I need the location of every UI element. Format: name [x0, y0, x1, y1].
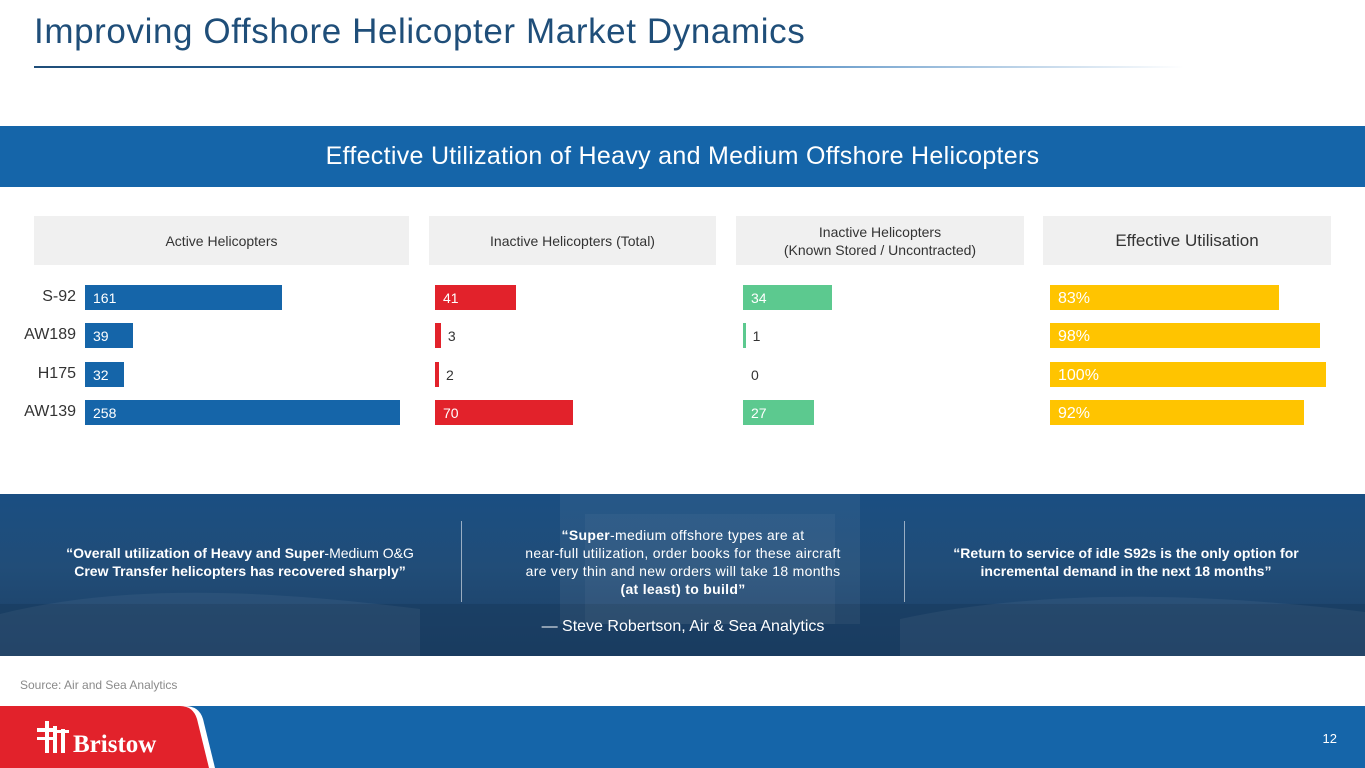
quote-center-line2: near-full utilization, order books for t… — [525, 545, 841, 561]
quote-left-bold-b: Crew Transfer helicopters has recovered … — [74, 563, 406, 579]
page-number: 12 — [1322, 731, 1337, 746]
panel-header-inactive-total: Inactive Helicopters (Total) — [429, 216, 716, 265]
data-label-panel4-h175: 100% — [1058, 367, 1099, 384]
bar-panel4-aw139 — [1050, 400, 1304, 425]
row-label-aw189: AW189 — [24, 326, 76, 343]
hangar-background-image — [0, 494, 1365, 656]
bar-panel3-aw139 — [743, 400, 814, 425]
panel-header-inactive-total-label: Inactive Helicopters (Total) — [490, 232, 655, 249]
quote-left: “Overall utilization of Heavy and Super-… — [40, 544, 440, 580]
bar-panel3-s92 — [743, 285, 832, 310]
bar-panel2-aw139 — [435, 400, 573, 425]
data-label-panel3-s92: 34 — [751, 290, 767, 306]
bar-panel1-aw139 — [85, 400, 400, 425]
data-label-panel3-h175: 0 — [751, 367, 759, 383]
quote-center-line3: are very thin and new orders will take 1… — [525, 563, 841, 579]
data-label-panel2-s92: 41 — [443, 290, 459, 306]
panel-header-inactive-stored: Inactive Helicopters (Known Stored / Unc… — [736, 216, 1024, 265]
panel-header-utilisation: Effective Utilisation — [1043, 216, 1331, 265]
quote-center: “Super-medium offshore types are at near… — [483, 526, 883, 598]
quote-right-line1: “Return to service of idle S92s is the o… — [953, 545, 1299, 561]
quote-attribution: — Steve Robertson, Air & Sea Analytics — [541, 618, 825, 635]
row-label-h175: H175 — [37, 365, 76, 382]
bar-panel2-h175 — [435, 362, 439, 387]
quote-right: “Return to service of idle S92s is the o… — [926, 544, 1326, 580]
quote-divider-right — [904, 521, 905, 602]
quote-center-line1: -medium offshore types are at — [610, 527, 805, 543]
quote-right-line2: incremental demand in the next 18 months… — [980, 563, 1272, 579]
bristow-logo: Bristow — [0, 706, 215, 768]
section-banner: Effective Utilization of Heavy and Mediu… — [0, 126, 1365, 187]
quote-left-bold-a: “Overall utilization of Heavy and Super — [66, 545, 325, 561]
bar-panel4-aw189 — [1050, 323, 1321, 348]
data-label-panel1-h175: 32 — [93, 367, 109, 383]
panel-header-inactive-stored-line2: (Known Stored / Uncontracted) — [783, 241, 977, 258]
banner-title: Effective Utilization of Heavy and Mediu… — [325, 142, 1040, 170]
data-label-panel4-s92: 83% — [1058, 290, 1091, 307]
row-label-aw139: AW139 — [24, 403, 76, 420]
bristow-logo-text: Bristow — [73, 731, 156, 758]
data-label-panel4-aw139: 92% — [1058, 405, 1091, 422]
bar-panel1-h175 — [85, 362, 125, 387]
data-label-panel3-aw139: 27 — [751, 405, 767, 421]
bar-panel2-s92 — [435, 285, 516, 310]
bristow-mark-icon — [37, 721, 69, 753]
quote-band: “Overall utilization of Heavy and Super-… — [0, 494, 1365, 656]
quote-left-normal: -Medium O&G — [324, 545, 414, 561]
title-underline — [34, 66, 1184, 68]
panel-header-active-label: Active Helicopters — [165, 232, 278, 249]
data-label-panel1-s92: 161 — [93, 290, 117, 306]
quote-center-bold: “Super — [561, 527, 611, 543]
quote-divider-left — [461, 521, 462, 602]
panel-header-active: Active Helicopters — [34, 216, 409, 265]
source-note: Source: Air and Sea Analytics — [20, 678, 178, 692]
data-label-panel2-aw139: 70 — [443, 405, 459, 421]
data-label-panel4-aw189: 98% — [1058, 328, 1091, 345]
data-label-panel2-h175: 2 — [445, 367, 454, 383]
quote-center-line4: (at least) to build” — [620, 581, 746, 597]
page-title: Improving Offshore Helicopter Market Dyn… — [34, 12, 806, 51]
bar-panel2-aw189 — [435, 323, 441, 348]
bar-panel3-aw189 — [743, 323, 746, 348]
panel-header-utilisation-label: Effective Utilisation — [1115, 230, 1259, 250]
bar-panel4-h175 — [1050, 362, 1326, 387]
data-label-panel3-aw189: 1 — [752, 328, 761, 344]
bar-panel1-aw189 — [85, 323, 133, 348]
data-label-panel1-aw139: 258 — [93, 405, 117, 421]
bar-panel4-s92 — [1050, 285, 1280, 310]
data-label-panel1-aw189: 39 — [93, 328, 109, 344]
row-label-s92: S-92 — [42, 288, 76, 305]
panel-header-inactive-stored-line1: Inactive Helicopters — [818, 223, 942, 240]
bar-panel1-s92 — [85, 285, 282, 310]
data-label-panel2-aw189: 3 — [447, 328, 456, 344]
footer-bar — [0, 706, 1365, 768]
